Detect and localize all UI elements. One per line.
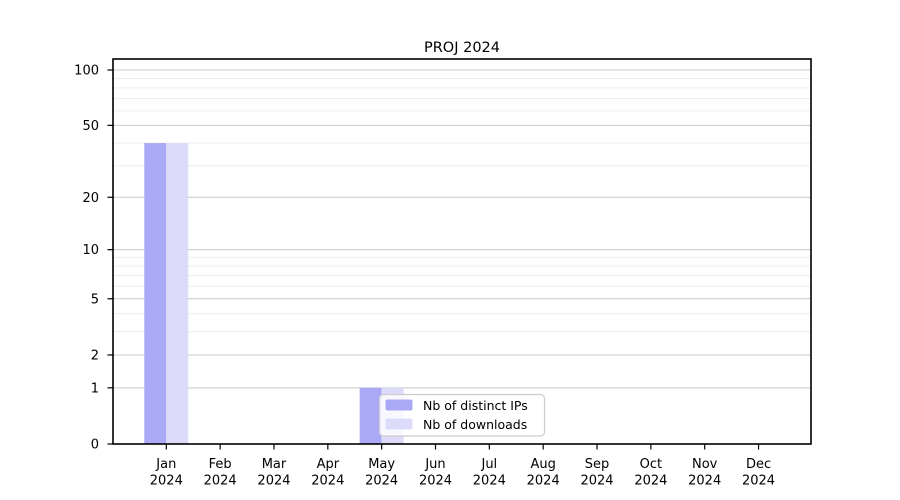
x-tick-label-year-jun: 2024 xyxy=(419,474,452,489)
bar-may-nb-of-distinct-ips xyxy=(359,387,382,444)
x-tick-label-year-oct: 2024 xyxy=(634,474,667,489)
y-tick-label-2: 2 xyxy=(91,348,99,363)
chart-title: PROJ 2024 xyxy=(424,40,500,56)
x-tick-label-oct: Oct xyxy=(640,457,662,472)
x-tick-label-may: May xyxy=(368,457,395,472)
y-tick-label-1: 1 xyxy=(91,381,99,396)
x-tick-label-aug: Aug xyxy=(530,457,555,472)
legend-swatch-distinct-ips xyxy=(385,399,413,411)
legend-box xyxy=(378,393,546,437)
x-tick-label-jan: Jan xyxy=(155,457,176,472)
x-tick-label-year-jan: 2024 xyxy=(150,474,183,489)
y-tick-label-5: 5 xyxy=(91,292,99,307)
x-tick-label-year-apr: 2024 xyxy=(311,474,344,489)
gridlines-major xyxy=(113,69,811,389)
y-axis-labels: 0 1 2 5 10 20 50 100 xyxy=(74,64,99,453)
legend-label-distinct-ips: Nb of distinct IPs xyxy=(423,398,528,413)
legend-label-downloads: Nb of downloads xyxy=(423,417,527,432)
axis-ticks xyxy=(107,69,760,450)
x-tick-label-year-may: 2024 xyxy=(365,474,398,489)
x-tick-label-feb: Feb xyxy=(209,457,232,472)
x-tick-label-apr: Apr xyxy=(317,457,340,472)
x-tick-label-dec: Dec xyxy=(746,457,771,472)
y-tick-label-100: 100 xyxy=(74,64,99,79)
y-tick-label-10: 10 xyxy=(82,243,99,258)
x-tick-label-year-sep: 2024 xyxy=(580,474,613,489)
x-tick-label-year-dec: 2024 xyxy=(742,474,775,489)
x-tick-label-jul: Jul xyxy=(480,457,497,472)
legend: Nb of distinct IPs Nb of downloads xyxy=(378,393,546,437)
x-tick-label-year-aug: 2024 xyxy=(527,474,560,489)
x-axis-labels: Jan 2024 Feb 2024 Mar 2024 Apr 2024 May 2024 Jun 20… xyxy=(150,457,775,489)
y-tick-label-50: 50 xyxy=(82,119,99,134)
x-tick-label-sep: Sep xyxy=(585,457,610,472)
x-tick-label-year-mar: 2024 xyxy=(257,474,290,489)
y-tick-label-20: 20 xyxy=(82,191,99,206)
bar-jan-nb-of-downloads xyxy=(166,143,189,444)
x-tick-label-year-nov: 2024 xyxy=(688,474,721,489)
gridlines-minor xyxy=(113,77,811,333)
x-tick-label-nov: Nov xyxy=(692,457,718,472)
x-tick-label-year-feb: 2024 xyxy=(204,474,237,489)
legend-swatch-downloads xyxy=(385,418,413,430)
y-tick-label-0: 0 xyxy=(91,438,99,453)
x-tick-label-jun: Jun xyxy=(424,457,445,472)
x-tick-label-mar: Mar xyxy=(262,457,287,472)
bars-layer xyxy=(144,143,404,444)
bar-jan-nb-of-distinct-ips xyxy=(144,143,167,444)
plot-border xyxy=(112,58,812,445)
x-tick-label-year-jul: 2024 xyxy=(473,474,506,489)
